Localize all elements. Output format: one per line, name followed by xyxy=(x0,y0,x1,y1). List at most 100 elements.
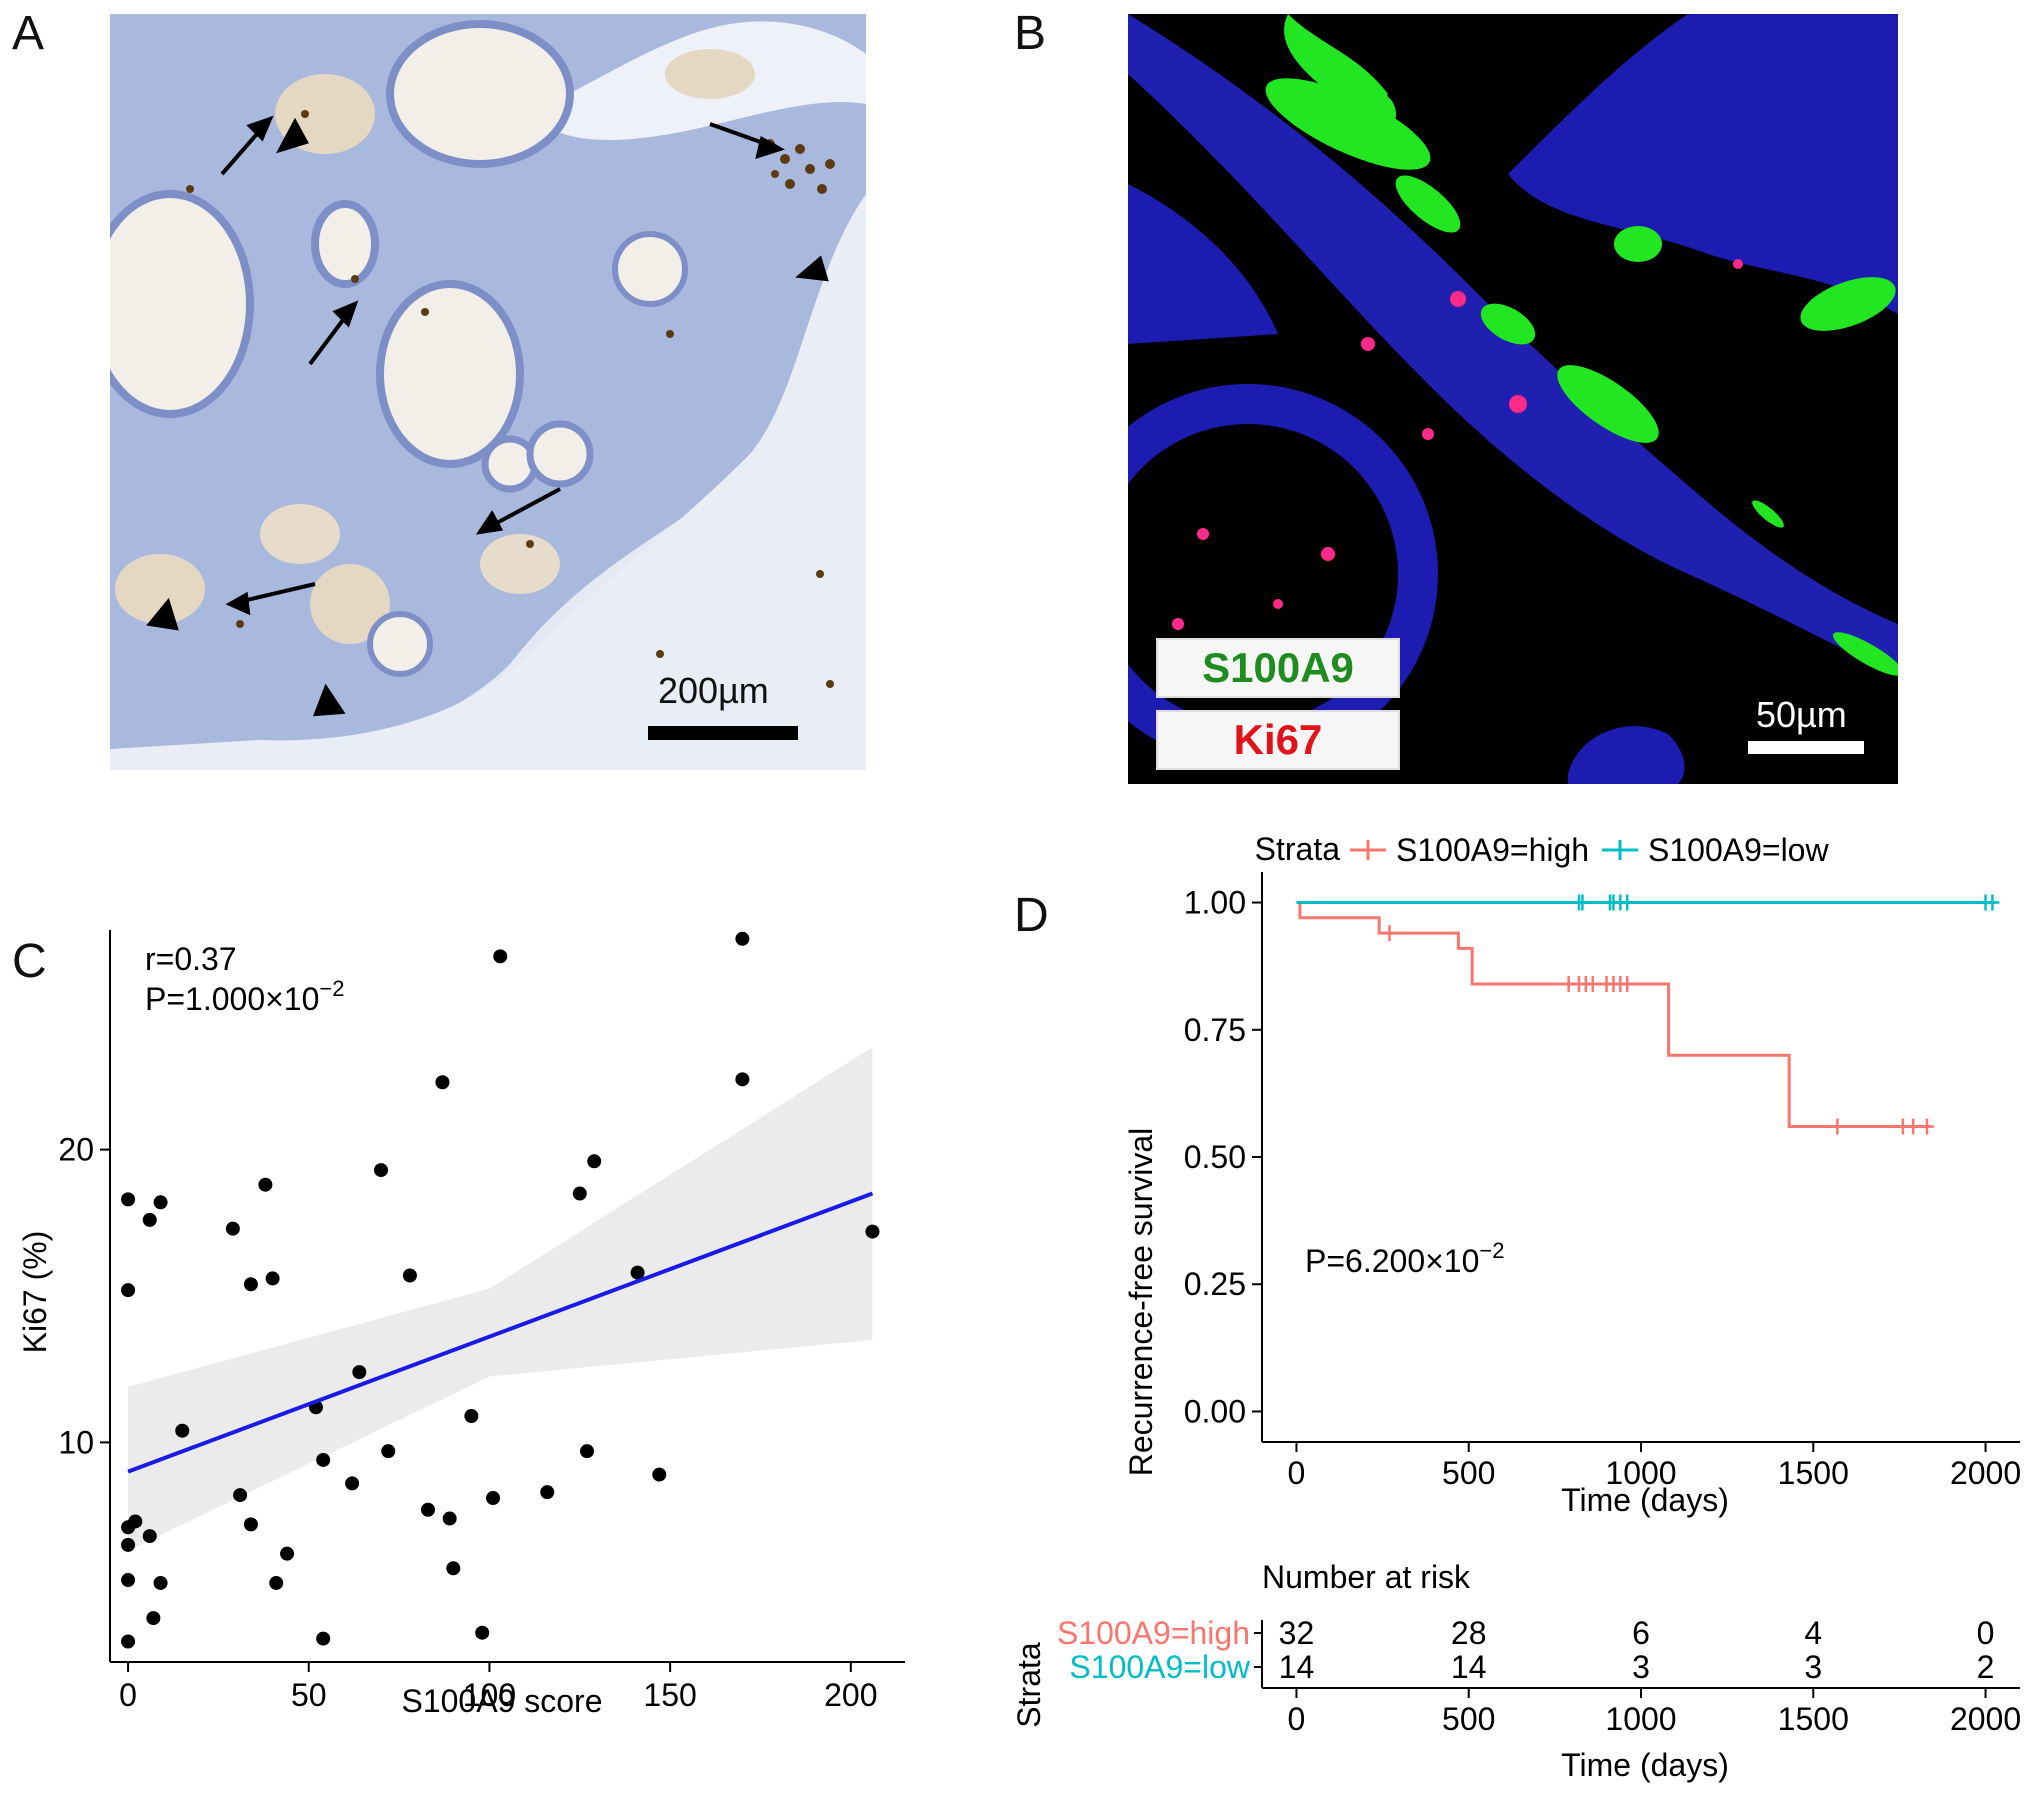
risk-x-tick-label-2000: 2000 xyxy=(1950,1701,2021,1737)
chart-d-legend: S100A9=high S100A9=low xyxy=(1350,832,1829,868)
chart-c-annotation-r: r=0.37 xyxy=(145,941,237,977)
risk-cell-0-2: 6 xyxy=(1632,1615,1650,1651)
panel-letter-c: C xyxy=(12,935,47,988)
x-tick-label-100: 100 xyxy=(463,1677,516,1713)
panel-letter-d: D xyxy=(1014,889,1049,942)
data-point-36 xyxy=(493,949,508,964)
chart-d-annotation-p-exp: −2 xyxy=(1479,1238,1504,1263)
chart-d-legend-title: Strata xyxy=(1255,831,1341,867)
legend-label-0: S100A9=high xyxy=(1396,832,1589,868)
data-point-11 xyxy=(153,1575,168,1590)
censor-mark-1-7 xyxy=(1985,894,2000,911)
censor-mark-1-5 xyxy=(1620,894,1635,911)
risk-cell-0-3: 4 xyxy=(1804,1615,1822,1651)
data-point-8 xyxy=(142,1529,157,1544)
risk-row-label-1: S100A9=low xyxy=(1069,1649,1250,1685)
data-point-4 xyxy=(121,1573,136,1588)
data-point-9 xyxy=(146,1611,161,1626)
data-point-24 xyxy=(345,1476,360,1491)
risk-cell-1-2: 3 xyxy=(1632,1649,1650,1685)
x-tick-label-50: 50 xyxy=(291,1677,327,1713)
risk-cell-1-4: 2 xyxy=(1977,1649,1995,1685)
data-point-38 xyxy=(572,1186,587,1201)
x-tick-label-2000: 2000 xyxy=(1950,1455,2021,1491)
panel-letter-a: A xyxy=(12,7,45,60)
legend-ki67-label: Ki67 xyxy=(1156,710,1400,770)
km-chart-d: Strata S100A9=high S100A9=low 0 500 1000 150… xyxy=(1011,831,2021,1783)
x-tick-label-1000: 1000 xyxy=(1605,1455,1676,1491)
y-tick-label-1.00: 1.00 xyxy=(1184,885,1246,921)
scatter-chart-c: 0 50 100 150 200 10 20 r=0.37 P=1.000×10−2 S10… xyxy=(17,930,905,1719)
y-tick-label-20: 20 xyxy=(58,1132,94,1168)
data-point-5 xyxy=(121,1634,136,1649)
y-tick-label-0.00: 0.00 xyxy=(1184,1393,1246,1429)
risk-x-tick-label-500: 500 xyxy=(1442,1701,1495,1737)
censor-mark-1-1 xyxy=(1575,894,1590,911)
data-point-30 xyxy=(435,1075,450,1090)
chart-d-ylabel: Recurrence-free survival xyxy=(1123,1128,1159,1477)
chart-d-axes: 0 500 1000 1500 2000 0.00 0.25 0.50 0.75 1.00 xyxy=(1184,872,2021,1491)
x-tick-label-200: 200 xyxy=(824,1677,877,1713)
data-point-3 xyxy=(121,1537,136,1552)
survival-curve-0 xyxy=(1296,901,1931,1128)
chart-d-xlabel: Time (days) xyxy=(1561,1482,1729,1518)
chart-d-annotation-p-base: P=6.200×10 xyxy=(1305,1243,1479,1279)
data-point-18 xyxy=(265,1271,280,1286)
risk-cell-1-1: 14 xyxy=(1451,1649,1487,1685)
y-tick-label-0.75: 0.75 xyxy=(1184,1012,1246,1048)
scale-bar-a xyxy=(648,726,798,740)
risk-cell-0-1: 28 xyxy=(1451,1615,1487,1651)
regression-line xyxy=(127,1191,874,1474)
data-point-22 xyxy=(316,1452,331,1467)
data-point-28 xyxy=(402,1268,417,1283)
data-point-42 xyxy=(652,1467,667,1482)
risk-x-tick-label-1500: 1500 xyxy=(1778,1701,1849,1737)
legend-s100a9-label: S100A9 xyxy=(1156,638,1400,698)
chart-c-axes: 0 50 100 150 200 10 20 xyxy=(58,930,905,1713)
risk-x-tick-label-1000: 1000 xyxy=(1605,1701,1676,1737)
regression-line-path xyxy=(127,1191,874,1474)
risk-cell-1-3: 3 xyxy=(1804,1649,1822,1685)
risk-row-label-0: S100A9=high xyxy=(1057,1615,1250,1651)
data-point-23 xyxy=(316,1631,331,1646)
data-point-33 xyxy=(464,1409,479,1424)
scale-bar-b-label: 50µm xyxy=(1756,694,1847,735)
censor-mark-0-0 xyxy=(1382,925,1397,942)
chart-d-series xyxy=(1296,894,2000,1135)
risk-cell-1-0: 14 xyxy=(1279,1649,1315,1685)
x-tick-label-500: 500 xyxy=(1442,1455,1495,1491)
data-point-0 xyxy=(121,1192,136,1207)
risk-x-tick-label-0: 0 xyxy=(1288,1701,1306,1737)
risk-cell-0-0: 32 xyxy=(1279,1615,1315,1651)
y-tick-label-0.50: 0.50 xyxy=(1184,1139,1246,1175)
data-point-6 xyxy=(128,1514,143,1529)
censor-mark-0-8 xyxy=(1620,975,1635,992)
data-point-12 xyxy=(175,1423,190,1438)
data-point-41 xyxy=(630,1265,645,1280)
data-point-32 xyxy=(446,1561,461,1576)
x-tick-label-1500: 1500 xyxy=(1778,1455,1849,1491)
data-point-1 xyxy=(121,1283,136,1298)
data-point-15 xyxy=(243,1277,258,1292)
risk-table-xlabel: Time (days) xyxy=(1561,1747,1729,1783)
censor-mark-0-11 xyxy=(1906,1118,1921,1135)
risk-table-ylabel: Strata xyxy=(1011,1642,1047,1728)
data-point-45 xyxy=(865,1224,880,1239)
panel-letter-b: B xyxy=(1014,7,1047,60)
data-point-17 xyxy=(258,1177,273,1192)
chart-d-annotation-p: P=6.200×10−2 xyxy=(1305,1238,1504,1279)
chart-c-annotation-p-exp: −2 xyxy=(319,976,344,1001)
chart-c-xlabel: S100A9 score xyxy=(401,1683,602,1719)
chart-c-annotation-p-base: P=1.000×10 xyxy=(145,981,319,1017)
x-tick-label-0: 0 xyxy=(1288,1455,1306,1491)
data-point-31 xyxy=(442,1511,457,1526)
data-point-25 xyxy=(352,1365,367,1380)
x-tick-label-150: 150 xyxy=(643,1677,696,1713)
censor-mark-0-12 xyxy=(1919,1118,1934,1135)
data-point-19 xyxy=(269,1575,284,1590)
data-point-29 xyxy=(421,1502,435,1517)
censor-mark-0-4 xyxy=(1585,975,1600,992)
censor-mark-0-9 xyxy=(1830,1118,1845,1135)
data-point-16 xyxy=(243,1517,258,1532)
